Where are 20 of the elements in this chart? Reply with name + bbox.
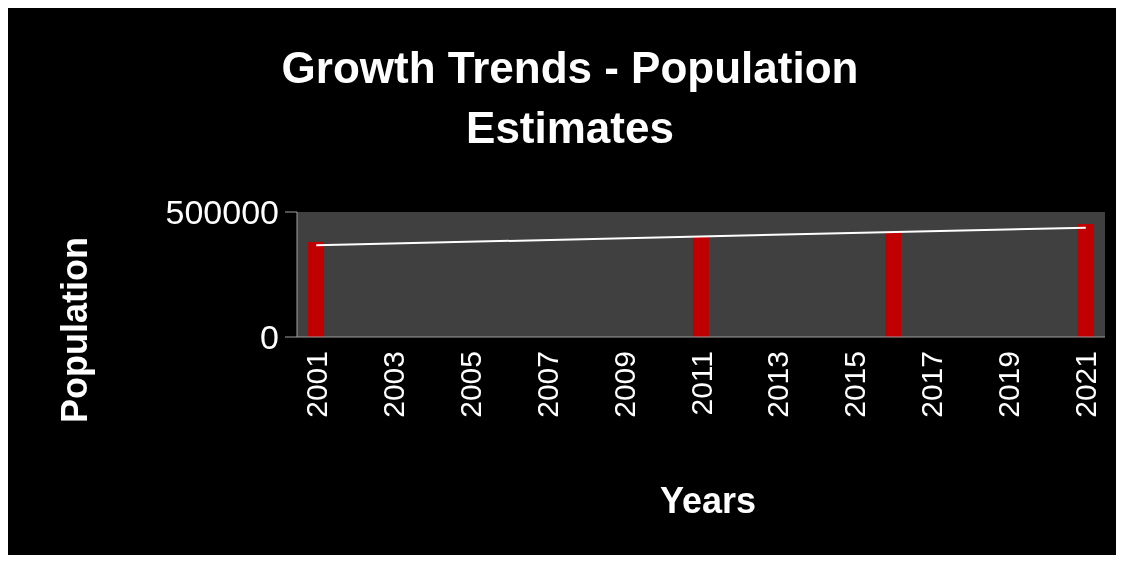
bar — [885, 232, 902, 337]
x-tick-label: 2007 — [530, 351, 564, 418]
x-tick-label: 2015 — [838, 351, 872, 418]
x-tick-label: 2011 — [684, 351, 718, 416]
x-tick-label: 2001 — [299, 351, 333, 418]
x-tick-label: 2009 — [607, 351, 641, 418]
x-tick-label: 2017 — [915, 351, 949, 418]
y-tick-label: 500000 — [165, 193, 279, 231]
x-tick-label: 2013 — [761, 351, 795, 418]
bar — [308, 242, 325, 337]
x-tick-label: 2003 — [376, 351, 410, 418]
x-tick-label: 2019 — [992, 351, 1026, 418]
x-axis-title: Years — [658, 480, 758, 522]
x-tick-label: 2021 — [1069, 351, 1103, 418]
y-axis-title: Population — [54, 237, 96, 423]
y-tick-label: 0 — [260, 318, 279, 356]
bar — [1077, 224, 1094, 337]
x-tick-label: 2005 — [453, 351, 487, 418]
bar — [692, 237, 709, 337]
chart-title: Growth Trends - Population Estimates — [280, 42, 860, 154]
